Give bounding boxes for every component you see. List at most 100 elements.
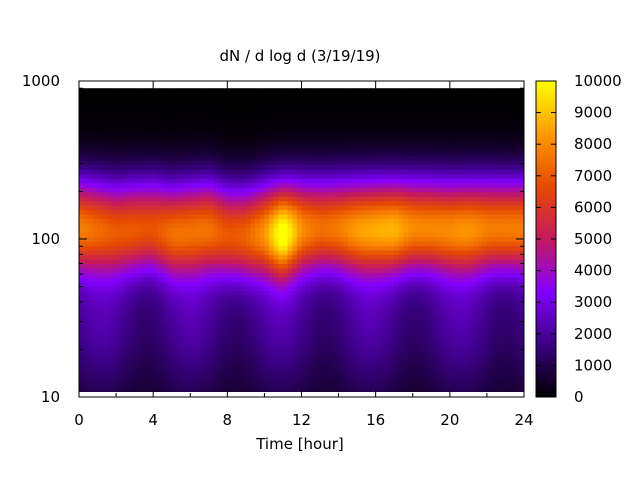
heatmap-cell xyxy=(333,227,340,233)
heatmap-cell xyxy=(292,285,298,291)
heatmap-cell xyxy=(236,339,242,345)
heatmap-cell xyxy=(357,254,363,260)
heatmap-cell xyxy=(143,205,150,211)
heatmap-cell xyxy=(231,218,238,224)
heatmap-cell xyxy=(394,258,400,265)
heatmap-cell xyxy=(231,178,238,184)
heatmap-cell xyxy=(333,249,340,256)
heatmap-cell xyxy=(143,191,150,197)
heatmap-cell xyxy=(88,281,94,287)
heatmap-cell xyxy=(333,218,340,224)
heatmap-cell xyxy=(269,303,275,309)
heatmap-cell xyxy=(255,209,261,215)
heatmap-cell xyxy=(352,200,358,206)
heatmap-cell xyxy=(296,223,303,229)
heatmap-cell xyxy=(384,267,391,274)
heatmap-cell xyxy=(162,303,168,309)
heatmap-cell xyxy=(449,371,456,377)
heatmap-cell xyxy=(139,232,145,238)
heatmap-cell xyxy=(231,285,238,291)
heatmap-cell xyxy=(241,294,247,300)
heatmap-cell xyxy=(218,249,224,256)
heatmap-cell xyxy=(157,236,164,242)
heatmap-cell xyxy=(403,294,409,300)
heatmap-cell xyxy=(139,267,145,274)
heatmap-cell xyxy=(445,227,451,233)
heatmap-cell xyxy=(389,240,395,247)
heatmap-cell xyxy=(301,312,307,318)
heatmap-cell xyxy=(153,214,159,220)
heatmap-cell xyxy=(204,299,210,305)
heatmap-cell xyxy=(380,335,386,341)
heatmap-cell xyxy=(264,263,270,269)
heatmap-cell xyxy=(97,249,103,256)
heatmap-cell xyxy=(180,223,187,229)
heatmap-cell xyxy=(213,285,219,291)
heatmap-cell xyxy=(167,362,173,368)
heatmap-cell xyxy=(125,245,131,251)
heatmap-cell xyxy=(264,254,270,260)
heatmap-cell xyxy=(204,267,210,274)
heatmap-cell xyxy=(473,380,479,386)
heatmap-cell xyxy=(194,299,201,305)
heatmap-cell xyxy=(245,200,252,206)
heatmap-cell xyxy=(408,214,414,220)
heatmap-cell xyxy=(255,236,261,242)
heatmap-cell xyxy=(510,326,516,332)
heatmap-cell xyxy=(408,398,413,403)
heatmap-cell xyxy=(185,317,191,323)
heatmap-cell xyxy=(171,232,177,238)
heatmap-cell xyxy=(259,223,266,229)
heatmap-cell xyxy=(519,227,524,233)
heatmap-cell xyxy=(422,254,428,260)
heatmap-cell xyxy=(329,169,335,175)
heatmap-cell xyxy=(269,335,275,341)
heatmap-cell xyxy=(194,380,201,386)
heatmap-cell xyxy=(194,245,201,251)
heatmap-cell xyxy=(306,191,312,197)
heatmap-cell xyxy=(83,191,89,197)
heatmap-cell xyxy=(482,236,488,242)
heatmap-cell xyxy=(176,375,182,381)
heatmap-cell xyxy=(329,191,335,197)
heatmap-cell xyxy=(171,384,177,390)
heatmap-cell xyxy=(398,357,405,363)
heatmap-cell xyxy=(468,276,474,283)
heatmap-cell xyxy=(324,339,330,345)
heatmap-cell xyxy=(204,357,210,363)
heatmap-cell xyxy=(287,362,293,368)
heatmap-cell xyxy=(273,380,279,386)
heatmap-cell xyxy=(180,196,187,202)
heatmap-cell xyxy=(185,348,191,354)
heatmap-cell xyxy=(241,196,247,202)
heatmap-cell xyxy=(500,326,507,332)
heatmap-cell xyxy=(417,223,423,229)
heatmap-cell xyxy=(83,308,89,314)
heatmap-cell xyxy=(500,173,507,179)
heatmap-cell xyxy=(260,398,265,403)
heatmap-cell xyxy=(329,290,335,296)
heatmap-cell xyxy=(111,285,117,291)
heatmap-cell xyxy=(273,254,279,260)
heatmap-cell xyxy=(366,357,372,363)
heatmap-cell xyxy=(116,330,122,336)
heatmap-cell xyxy=(398,353,405,359)
heatmap-cell xyxy=(157,258,164,265)
heatmap-cell xyxy=(366,290,372,296)
heatmap-cell xyxy=(236,380,242,386)
heatmap-cell xyxy=(454,232,460,238)
heatmap-cell xyxy=(227,267,233,274)
heatmap-cell xyxy=(162,227,168,233)
heatmap-cell xyxy=(301,245,307,251)
heatmap-cell xyxy=(143,326,150,332)
heatmap-cell xyxy=(172,398,177,403)
heatmap-cell xyxy=(273,173,279,179)
heatmap-cell xyxy=(320,249,326,256)
heatmap-cell xyxy=(449,308,456,314)
heatmap-cell xyxy=(88,362,94,368)
heatmap-cell xyxy=(231,281,238,287)
heatmap-cell xyxy=(482,384,488,390)
heatmap-cell xyxy=(143,214,150,220)
heatmap-cell xyxy=(426,281,432,287)
heatmap-cell xyxy=(357,317,363,323)
